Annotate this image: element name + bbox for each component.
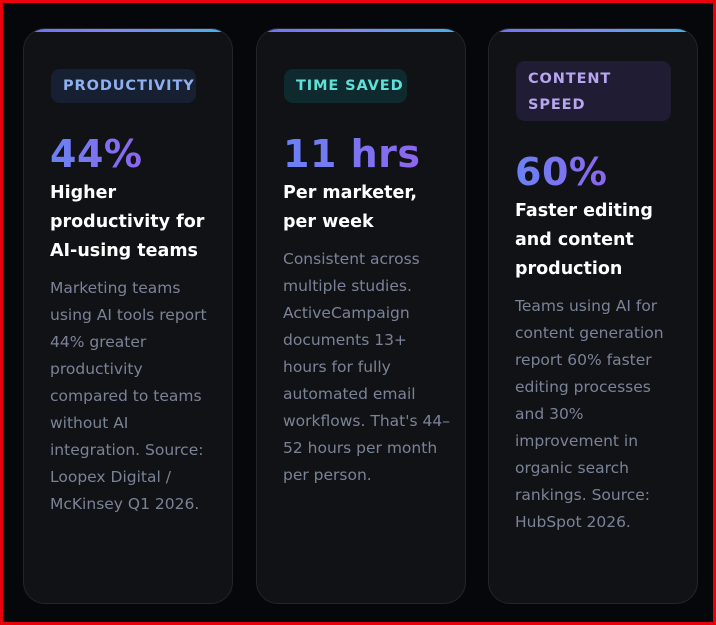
stat-card-content-speed: CONTENT SPEED 60% Faster editing and con…: [488, 28, 698, 604]
stat-value-content-speed: 60%: [515, 150, 608, 194]
tag-badge-content-speed: CONTENT SPEED: [516, 61, 671, 121]
stat-value-time-saved: 11 hrs: [283, 132, 421, 176]
tag-badge-time-saved: TIME SAVED: [284, 69, 407, 103]
stat-headline-productivity: Higher productivity for AI-using teams: [50, 183, 205, 261]
stat-description-productivity: Marketing teams using AI tools report 44…: [50, 279, 207, 513]
stat-description-content-speed: Teams using AI for content generation re…: [515, 297, 664, 531]
stat-card-time-saved: TIME SAVED 11 hrs Per marketer, per week…: [256, 28, 466, 604]
stat-description-time-saved: Consistent across multiple studies. Acti…: [283, 250, 450, 484]
stat-headline-content-speed: Faster editing and content production: [515, 201, 653, 279]
stat-headline-time-saved: Per marketer, per week: [283, 183, 418, 232]
tag-badge-productivity: PRODUCTIVITY: [51, 69, 196, 103]
stat-card-productivity: PRODUCTIVITY 44% Higher productivity for…: [23, 28, 233, 604]
stat-value-productivity: 44%: [50, 132, 143, 176]
